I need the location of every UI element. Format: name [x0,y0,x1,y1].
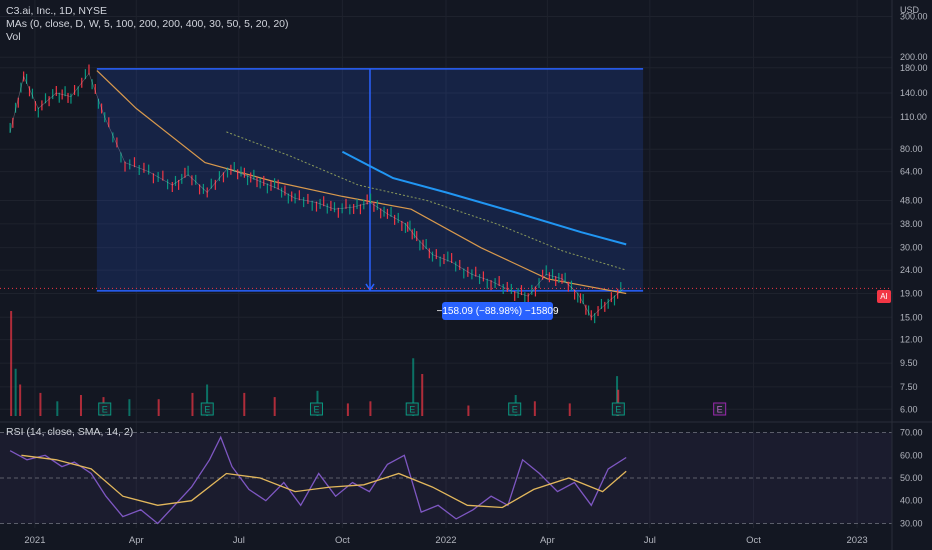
price-tick-label: 180.00 [900,63,928,73]
volume-bar [533,401,536,416]
volume-bar [421,374,424,416]
rsi-tick-label: 30.00 [900,518,923,528]
symbol-legend[interactable]: C3.ai, Inc., 1D, NYSE [6,5,107,17]
price-tick-label: 48.00 [900,195,923,205]
price-line [9,72,625,318]
earnings-marker-label: E [313,405,319,415]
price-tick-label: 300.00 [900,11,928,21]
price-tick-label: 12.00 [900,335,923,345]
price-tick-label: 19.00 [900,289,923,299]
earnings-marker [200,402,214,416]
earnings-marker-label: E [615,405,621,415]
earnings-marker [508,402,522,416]
price-tick-label: 6.00 [900,404,918,414]
price-series [0,64,892,324]
rsi-ma-line [21,454,627,509]
earnings-marker-label: E [102,405,108,415]
volume-bar [412,358,415,416]
measure-arrow-head [365,283,375,292]
rsi-tick-label: 60.00 [900,450,923,460]
price-tick-label: 200.00 [900,52,928,62]
time-tick-label: Apr [540,535,555,546]
volume-bar [616,376,619,416]
ma-line-dotted [226,131,627,271]
volume-bar [191,392,194,416]
moving-averages [96,70,627,295]
earnings-marker [98,402,112,416]
earnings-marker [405,402,419,416]
currency-label: USD [900,5,920,15]
volume-bar [273,397,276,416]
ma-line-orange [96,70,627,295]
rsi-pane [9,435,627,525]
volume-bar [346,403,349,416]
price-tick-label: 64.00 [900,167,923,177]
time-tick-label: Apr [129,535,144,546]
volume-bar [56,401,59,416]
ma-line-blue [341,150,627,246]
time-tick-label: 2021 [24,535,45,546]
price-tick-label: 30.00 [900,243,923,253]
volume-bar [10,311,13,416]
future-earnings-marker [713,402,727,416]
price-tick-label: 24.00 [900,265,923,275]
price-tick-label: 15.00 [900,312,923,322]
volume-bar [568,403,571,416]
measure-box [96,68,644,292]
earnings-marker-label: E [512,405,518,415]
price-tick-label: 7.50 [900,382,918,392]
measure-label: −158.09 (−88.98%) −15809 [436,302,559,320]
price-badge: AI [877,290,891,303]
time-tick-label: 2022 [435,535,456,546]
time-tick-label: Oct [335,535,350,546]
future-earnings-marker-label: E [717,405,723,415]
rsi-tick-label: 50.00 [900,473,923,483]
rsi-legend[interactable]: RSI (14, close, SMA, 14, 2) [6,426,134,438]
time-tick-label: 2023 [847,535,868,546]
earnings-marker [611,402,625,416]
volume-bar [14,368,17,416]
volume-bar [39,392,42,416]
price-tick-label: 9.50 [900,358,918,368]
earnings-marker [309,402,323,416]
rsi-tick-label: 40.00 [900,496,923,506]
volume-legend[interactable]: Vol [6,31,21,43]
earnings-marker-label: E [409,405,415,415]
price-tick-label: 140.00 [900,88,928,98]
volume-bar [157,399,160,416]
price-tick-label: 38.00 [900,219,923,229]
volume-bar [79,395,82,416]
volume-bar [206,384,209,416]
volume-bar [467,405,470,416]
volume-bar [243,392,246,416]
time-tick-label: Jul [233,535,245,546]
time-tick-label: Oct [746,535,761,546]
volume-bar [128,399,131,416]
volume-bar [369,401,372,416]
price-tick-label: 80.00 [900,144,923,154]
price-tick-label: 110.00 [900,112,927,122]
rsi-tick-label: 70.00 [900,428,923,438]
time-tick-label: Jul [644,535,656,546]
volume-bar [19,384,22,416]
earnings-marker-label: E [204,405,210,415]
ma-legend[interactable]: MAs (0, close, D, W, 5, 100, 200, 200, 4… [6,18,289,30]
